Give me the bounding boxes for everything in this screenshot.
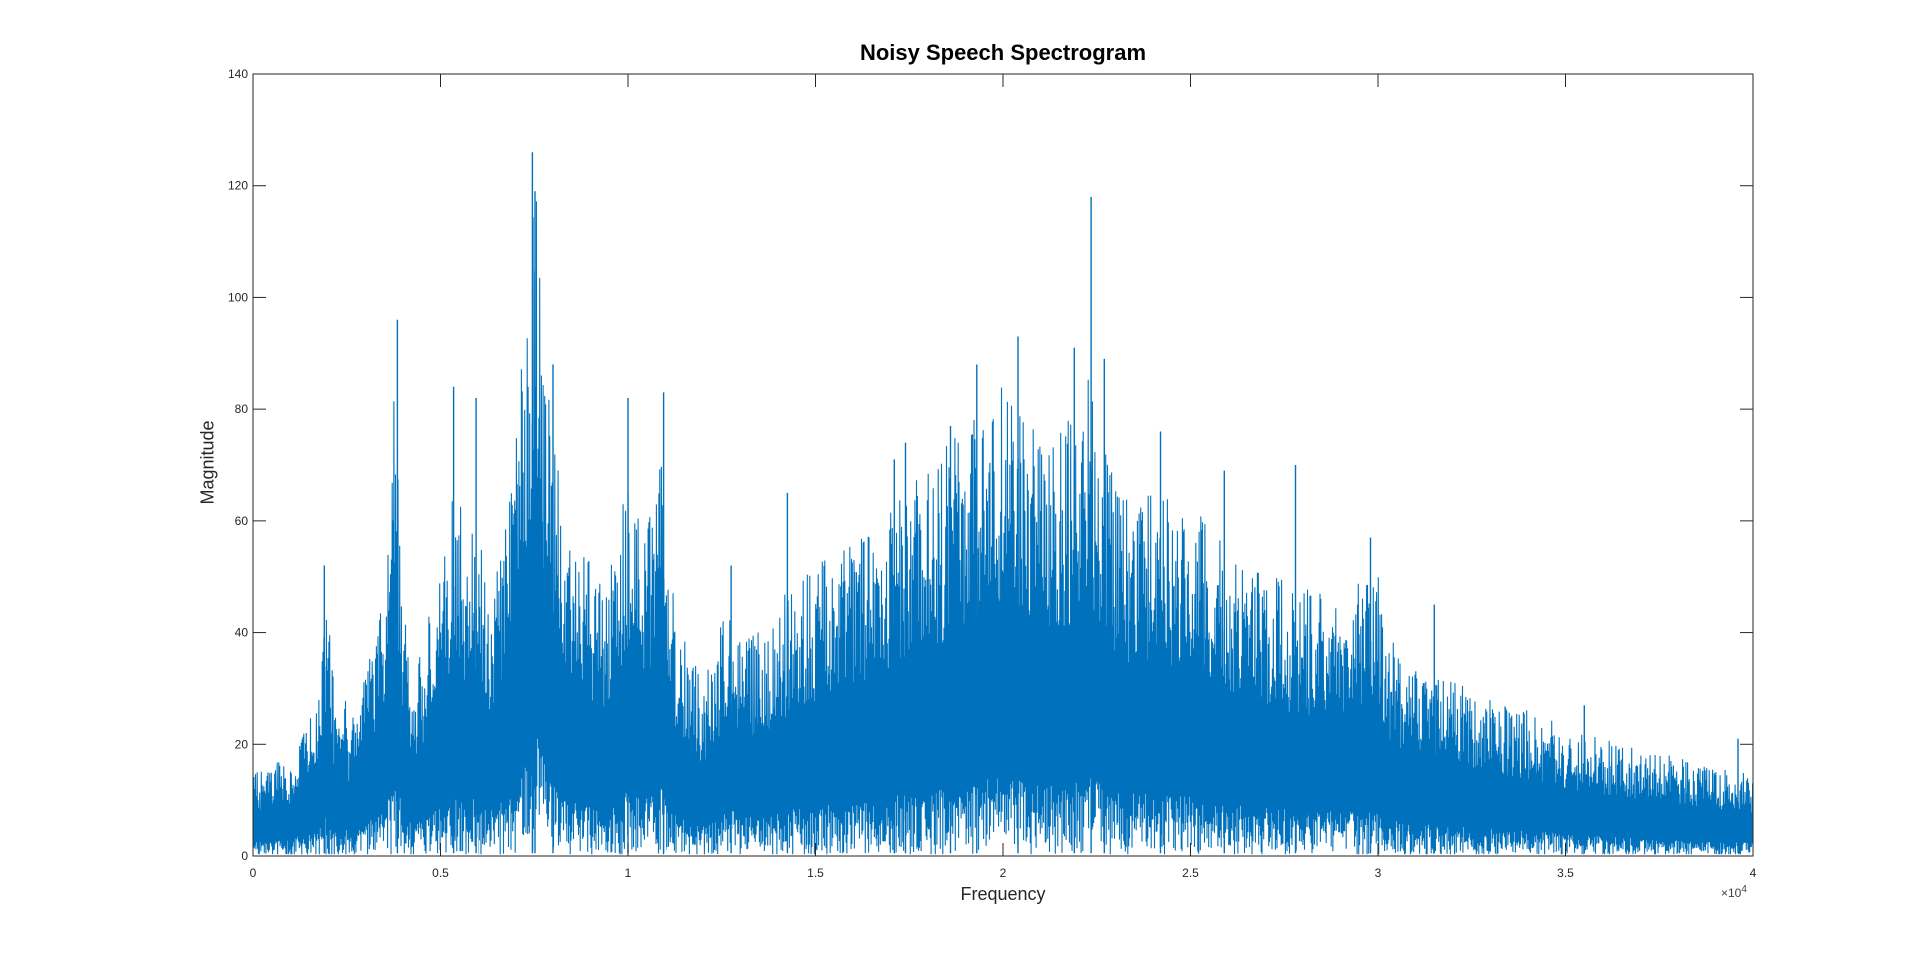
y-tick-label: 100 xyxy=(228,290,248,304)
x-tick-label: 0 xyxy=(250,866,257,880)
spectrum-trace xyxy=(252,201,1754,855)
x-tick-label: 1.5 xyxy=(807,866,824,880)
y-axis-label: Magnitude xyxy=(197,420,218,505)
x-tick-label: 1 xyxy=(625,866,632,880)
y-axis: 0 20 40 60 80 100 120 140 xyxy=(228,67,1753,863)
x-tick-label: 2 xyxy=(1000,866,1007,880)
x-tick-label: 3 xyxy=(1375,866,1382,880)
y-tick-label: 60 xyxy=(235,514,249,528)
y-tick-label: 40 xyxy=(235,626,249,640)
chart-title: Noisy Speech Spectrogram xyxy=(859,40,1147,65)
y-tick-label: 0 xyxy=(241,849,248,863)
y-tick-label: 120 xyxy=(228,179,248,193)
x-axis-exponent-power: 4 xyxy=(1741,884,1747,895)
y-tick-label: 140 xyxy=(228,67,248,81)
x-tick-label: 2.5 xyxy=(1182,866,1199,880)
y-tick-label: 20 xyxy=(235,737,249,751)
y-tick-label: 80 xyxy=(235,402,249,416)
x-tick-label: 4 xyxy=(1750,866,1757,880)
x-axis-exponent: ×104 xyxy=(1721,884,1747,900)
x-axis-label: Frequency xyxy=(960,884,1046,904)
x-tick-label: 0.5 xyxy=(432,866,449,880)
x-tick-label: 3.5 xyxy=(1557,866,1574,880)
series-layer xyxy=(252,152,1754,856)
x-axis-exponent-base: ×10 xyxy=(1721,886,1742,900)
x-axis: 0 0.5 1 1.5 2 2.5 3 3.5 4 xyxy=(250,74,1757,880)
